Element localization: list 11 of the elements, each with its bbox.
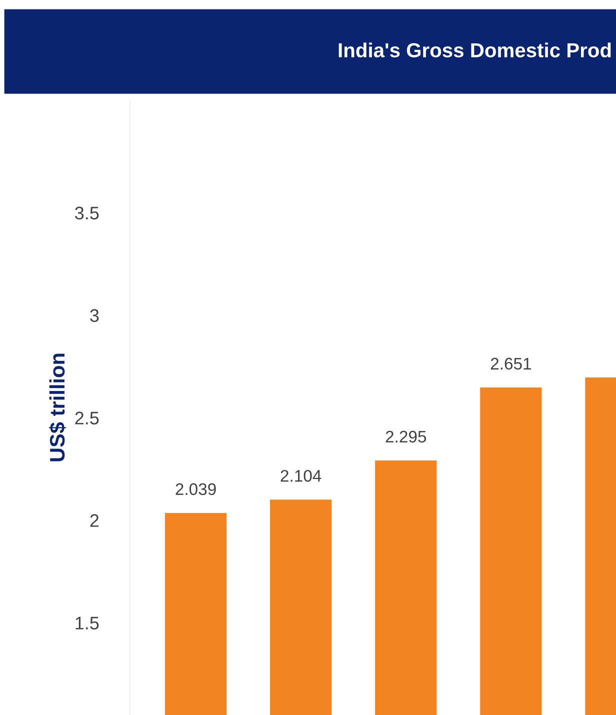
y-tick-label: 2 [90, 514, 99, 527]
data-label: 2.104 [280, 470, 322, 482]
y-tick-label: 3.5 [75, 206, 99, 220]
y-tick-label: 1.5 [76, 616, 99, 630]
data-label: 2.295 [386, 430, 426, 443]
y-tick-label: 2.5 [75, 412, 99, 424]
y-axis-title: US$ trillion [49, 354, 66, 462]
y-tick-label: 3 [90, 309, 99, 322]
chart-title: India's Gross Domestic Prod [338, 42, 611, 58]
data-label: 2.039 [176, 483, 216, 496]
data-label: 2.651 [490, 358, 531, 370]
